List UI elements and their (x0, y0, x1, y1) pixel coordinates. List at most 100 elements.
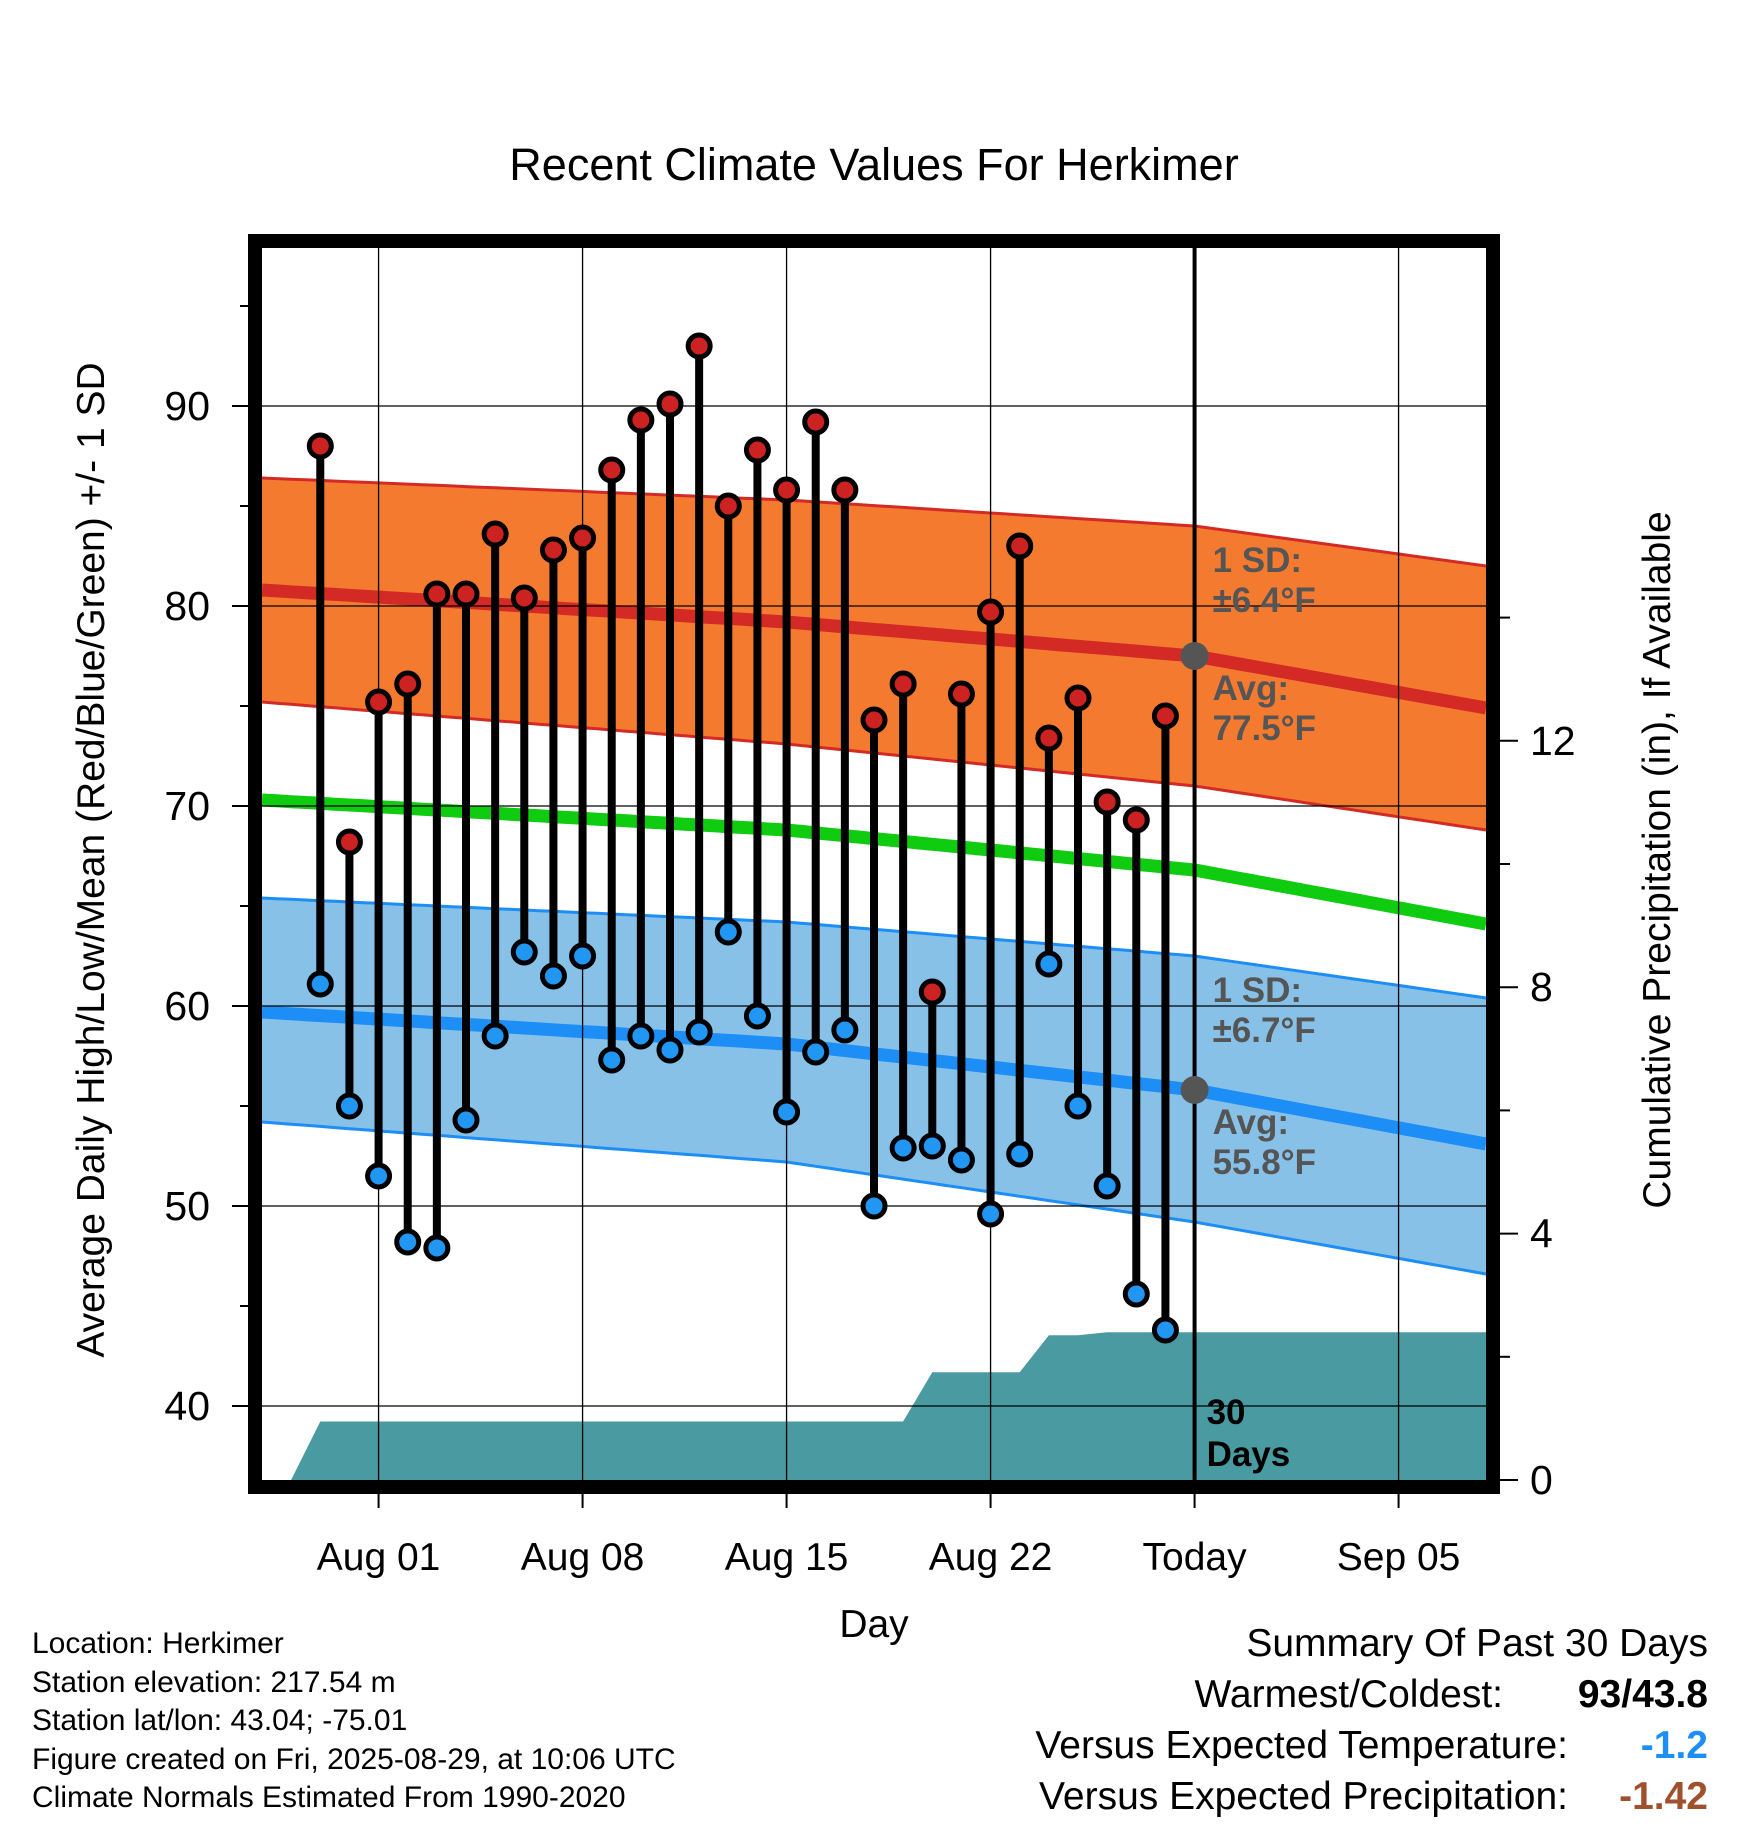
low-temp-point (510, 938, 538, 966)
low-temp-point (802, 1038, 830, 1066)
low-temp-point (423, 1234, 451, 1262)
high-temp-point (1151, 702, 1179, 730)
high-temp-point (773, 476, 801, 504)
y2-axis-label: Cumulative Precipitation (in), If Availa… (1636, 511, 1679, 1208)
high-temp-point (1064, 684, 1092, 712)
y-tick-label: 90 (164, 383, 210, 429)
x-axis-label: Day (839, 1603, 909, 1646)
low-avg-value: 55.8°F (1213, 1143, 1317, 1182)
location-text: Location: Herkimer (32, 1627, 284, 1660)
today-low-avg-marker (1180, 1076, 1209, 1104)
days-label-line1: 30 (1207, 1393, 1246, 1432)
high-sd-value: ±6.4°F (1213, 581, 1316, 620)
y-tick-label: 50 (164, 1183, 210, 1229)
high-temp-point (977, 598, 1005, 626)
low-temp-point (1064, 1092, 1092, 1120)
high-temp-point (306, 432, 334, 460)
created-text: Figure created on Fri, 2025-08-29, at 10… (32, 1742, 676, 1776)
high-temp-point (743, 436, 771, 464)
high-temp-point (947, 680, 975, 708)
x-tick-label: Aug 15 (725, 1536, 849, 1579)
precip-area (291, 1332, 1487, 1480)
y2-tick-label: 12 (1530, 718, 1576, 764)
low-temp-point (977, 1200, 1005, 1228)
x-tick-label: Today (1143, 1536, 1248, 1579)
station-info: Location: Herkimer Station elevation: 21… (32, 1625, 676, 1818)
plot-frame (248, 234, 1500, 1494)
x-tick-label: Aug 08 (521, 1536, 645, 1579)
high-temp-point (510, 584, 538, 612)
low-temp-point (1006, 1140, 1034, 1168)
warmest-separator: / (1621, 1673, 1633, 1716)
high-temp-point (714, 492, 742, 520)
chart-title: Recent Climate Values For Herkimer (509, 139, 1238, 190)
low-temp-point (889, 1134, 917, 1162)
temp-anomaly-label: Versus Expected Temperature: (1035, 1724, 1568, 1767)
high-temp-point (860, 706, 888, 734)
x-tick-label: Aug 22 (929, 1536, 1053, 1579)
low-temp-point (860, 1192, 888, 1220)
low-temp-point (947, 1146, 975, 1174)
high-avg-label: Avg: (1213, 669, 1289, 708)
low-temp-point (656, 1036, 684, 1064)
high-sd-label: 1 SD: (1213, 541, 1302, 580)
warmest-value: 93 (1577, 1673, 1622, 1716)
y2-tick-label: 0 (1530, 1457, 1553, 1503)
low-temp-point (598, 1046, 626, 1074)
y-tick-label: 80 (164, 583, 210, 629)
high-temp-point (481, 520, 509, 548)
latlon-text: Station lat/lon: 43.04; -75.01 (32, 1704, 408, 1737)
today-high-avg-marker (1180, 642, 1209, 670)
low-temp-point (685, 1018, 713, 1046)
low-sd-label: 1 SD: (1213, 971, 1302, 1010)
high-sd-band (262, 478, 1486, 830)
low-temp-point (452, 1106, 480, 1134)
high-avg-value: 77.5°F (1213, 709, 1317, 748)
high-temp-point (685, 332, 713, 360)
high-temp-point (539, 536, 567, 564)
low-temp-point (335, 1092, 363, 1120)
coldest-value: 43.8 (1632, 1673, 1708, 1716)
precip-anomaly-label: Versus Expected Precipitation: (1039, 1775, 1568, 1818)
high-temp-point (1093, 788, 1121, 816)
high-temp-point (394, 670, 422, 698)
high-temp-point (1006, 532, 1034, 560)
low-temp-point (1151, 1316, 1179, 1344)
low-temp-point (831, 1016, 859, 1044)
low-sd-value: ±6.7°F (1213, 1011, 1316, 1050)
normals-text: Climate Normals Estimated From 1990-2020 (32, 1781, 626, 1814)
x-tick-label: Sep 05 (1337, 1536, 1461, 1579)
temp-anomaly-value: -1.2 (1640, 1724, 1708, 1767)
low-temp-point (1122, 1280, 1150, 1308)
high-temp-point (598, 456, 626, 484)
y-tick-label: 60 (164, 983, 210, 1029)
y2-tick-label: 8 (1530, 964, 1553, 1010)
low-temp-point (481, 1022, 509, 1050)
precip-anomaly-value: -1.42 (1619, 1775, 1708, 1818)
low-temp-point (1093, 1172, 1121, 1200)
high-temp-point (802, 408, 830, 436)
high-temp-point (831, 476, 859, 504)
high-temp-point (335, 828, 363, 856)
low-temp-point (714, 918, 742, 946)
low-temp-point (365, 1162, 393, 1190)
low-temp-point (773, 1098, 801, 1126)
low-temp-point (394, 1228, 422, 1256)
days-label-line2: Days (1207, 1435, 1291, 1474)
high-temp-point (423, 580, 451, 608)
high-temp-point (918, 978, 946, 1006)
summary-title: Summary Of Past 30 Days (1246, 1622, 1708, 1665)
high-temp-point (1035, 724, 1063, 752)
low-temp-point (306, 970, 334, 998)
low-temp-point (918, 1132, 946, 1160)
low-temp-point (539, 962, 567, 990)
x-tick-label: Aug 01 (317, 1536, 441, 1579)
warmest-coldest-value: 93/43.8 (1578, 1673, 1708, 1717)
high-temp-point (627, 406, 655, 434)
high-temp-point (569, 524, 597, 552)
y-tick-label: 70 (164, 783, 210, 829)
high-temp-point (365, 688, 393, 716)
low-temp-point (1035, 950, 1063, 978)
high-temp-point (452, 580, 480, 608)
